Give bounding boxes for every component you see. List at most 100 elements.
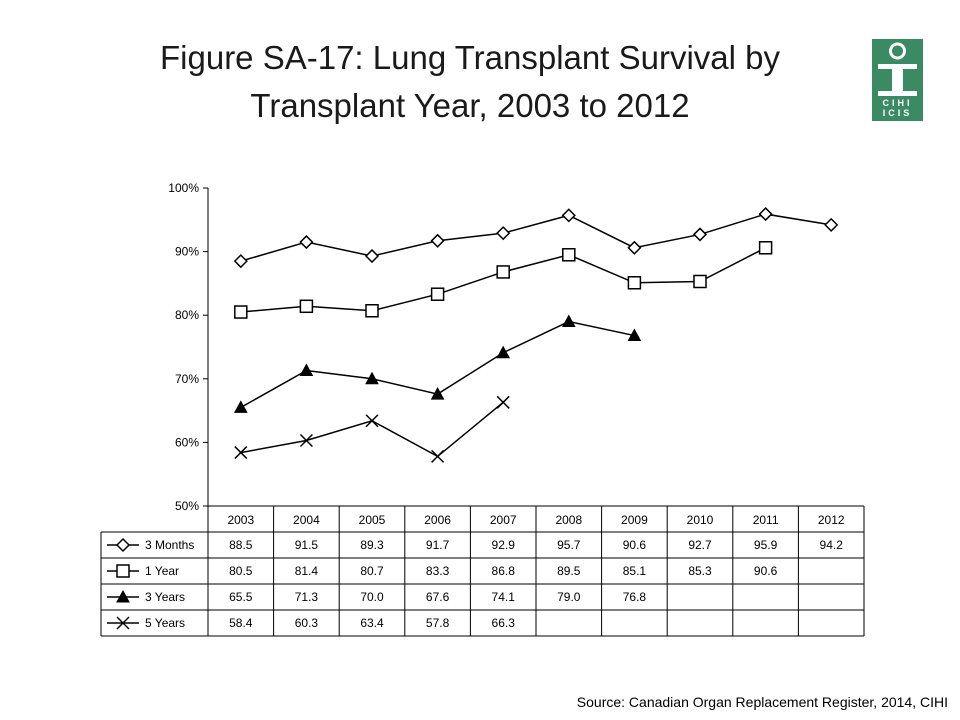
logo-text: CIHI	[883, 98, 913, 108]
x-category-label: 2005	[359, 513, 386, 527]
data-point	[561, 314, 576, 328]
data-point	[364, 248, 380, 264]
data-point	[693, 274, 707, 289]
table-cell-value: 92.7	[688, 538, 712, 552]
y-tick-label: 90%	[175, 245, 199, 259]
table-cell-value: 85.1	[623, 564, 647, 578]
logo-text: ICIS	[883, 108, 913, 118]
x-category-label: 2007	[490, 513, 517, 527]
data-point	[233, 400, 248, 413]
table-cell-value: 90.6	[623, 538, 647, 552]
data-point	[365, 414, 379, 428]
table-cell-value: 83.3	[426, 564, 450, 578]
data-point	[234, 446, 248, 460]
table-cell-value: 80.7	[360, 564, 384, 578]
y-tick-label: 60%	[175, 435, 199, 449]
data-point	[824, 217, 839, 232]
x-stroke	[496, 395, 510, 409]
table-cell-value: 70.0	[360, 590, 384, 604]
data-point	[758, 241, 773, 255]
series-3-months	[233, 207, 839, 269]
chart-title: Figure SA-17: Lung Transplant Survival b…	[160, 39, 780, 124]
table-cell-value: 92.9	[492, 538, 516, 552]
data-point	[299, 363, 314, 377]
data-point	[627, 240, 642, 255]
data-point	[431, 449, 445, 463]
cihi-logo: CIHI ICIS	[872, 39, 923, 121]
series-3-years	[233, 314, 642, 413]
data-point	[496, 395, 510, 409]
data-point	[692, 227, 708, 242]
table-cell-value: 79.0	[557, 590, 581, 604]
table-cell-value: 95.9	[754, 538, 778, 552]
series-line	[240, 401, 504, 458]
legend-marker	[115, 537, 131, 553]
table-cell-value: 76.8	[623, 590, 647, 604]
table-cell-value: 94.2	[820, 538, 844, 552]
table-cell-value: 74.1	[492, 590, 516, 604]
table-cell-value: 58.4	[229, 616, 253, 630]
x-stroke	[116, 616, 130, 630]
x-category-label: 2008	[555, 513, 582, 527]
x-stroke	[431, 449, 445, 463]
legend-label: 5 Years	[145, 616, 185, 630]
x-category-label: 2011	[753, 513, 779, 527]
data-point	[430, 287, 445, 301]
data-point	[561, 208, 576, 223]
y-tick-label: 100%	[168, 181, 199, 195]
data-point	[365, 371, 379, 385]
series-5-years	[234, 395, 510, 463]
legend-label: 3 Months	[145, 538, 194, 552]
legend-marker	[116, 564, 130, 578]
x-category-label: 2010	[687, 513, 714, 527]
data-point	[496, 226, 511, 241]
x-category-label: 2003	[227, 513, 254, 527]
data-point	[430, 387, 445, 400]
x-stroke	[365, 414, 379, 428]
legend-marker	[116, 616, 130, 630]
table-cell-value: 66.3	[492, 616, 516, 630]
table-cell-value: 67.6	[426, 590, 450, 604]
data-point	[496, 265, 510, 279]
table-cell-value: 57.8	[426, 616, 450, 630]
data-point	[627, 328, 642, 342]
y-tick-label: 70%	[175, 372, 199, 386]
x-stroke	[234, 446, 248, 460]
data-point	[627, 276, 642, 290]
table-cell-value: 63.4	[360, 616, 384, 630]
data-point	[365, 303, 379, 318]
table-cell-value: 90.6	[754, 564, 778, 578]
table-cell-value: 88.5	[229, 538, 253, 552]
x-category-label: 2012	[818, 513, 845, 527]
data-point	[430, 233, 445, 248]
y-tick-label: 50%	[175, 499, 199, 513]
legend-marker	[116, 589, 130, 603]
series-line	[240, 213, 832, 262]
data-point	[758, 207, 773, 222]
series-line	[240, 247, 766, 313]
table-cell-value: 71.3	[295, 590, 319, 604]
data-point	[234, 305, 248, 319]
table-cell-value: 80.5	[229, 564, 253, 578]
data-point	[233, 254, 248, 269]
x-category-label: 2009	[621, 513, 648, 527]
legend-label: 3 Years	[145, 590, 185, 604]
source-note: Source: Canadian Organ Replacement Regis…	[576, 694, 948, 710]
table-cell-value: 91.5	[295, 538, 319, 552]
table-cell-value: 86.8	[492, 564, 516, 578]
x-stroke	[299, 433, 313, 448]
data-point	[496, 345, 511, 359]
legend-label: 1 Year	[145, 564, 179, 578]
table-cell-value: 85.3	[688, 564, 712, 578]
table-cell-value: 89.5	[557, 564, 581, 578]
table-cell-value: 81.4	[295, 564, 319, 578]
data-point	[299, 299, 314, 314]
x-category-label: 2006	[424, 513, 451, 527]
table-cell-value: 91.7	[426, 538, 450, 552]
series-1-year	[234, 241, 773, 319]
table-cell-value: 89.3	[360, 538, 384, 552]
table-cell-value: 95.7	[557, 538, 581, 552]
x-category-label: 2004	[293, 513, 320, 527]
data-point	[299, 234, 314, 250]
y-tick-label: 80%	[175, 308, 199, 322]
